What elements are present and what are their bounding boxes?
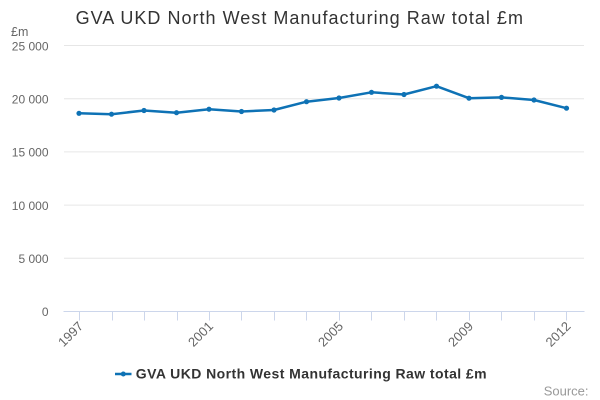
svg-text:10 000: 10 000 (12, 199, 49, 213)
svg-text:2012: 2012 (543, 319, 574, 350)
svg-text:1997: 1997 (55, 319, 86, 350)
svg-text:Source:: Source: (544, 384, 589, 399)
svg-text:GVA UKD North West Manufacturi: GVA UKD North West Manufacturing Raw tot… (76, 8, 524, 28)
svg-text:2009: 2009 (445, 319, 476, 350)
svg-text:20 000: 20 000 (12, 93, 49, 107)
svg-text:GVA UKD North West Manufacturi: GVA UKD North West Manufacturing Raw tot… (136, 366, 487, 382)
svg-text:2005: 2005 (315, 319, 346, 350)
svg-text:2001: 2001 (185, 319, 216, 350)
svg-text:15 000: 15 000 (12, 146, 49, 160)
svg-text:25 000: 25 000 (12, 39, 49, 53)
svg-text:5 000: 5 000 (18, 252, 48, 266)
svg-text:0: 0 (42, 305, 49, 319)
svg-text:£m: £m (11, 25, 28, 39)
